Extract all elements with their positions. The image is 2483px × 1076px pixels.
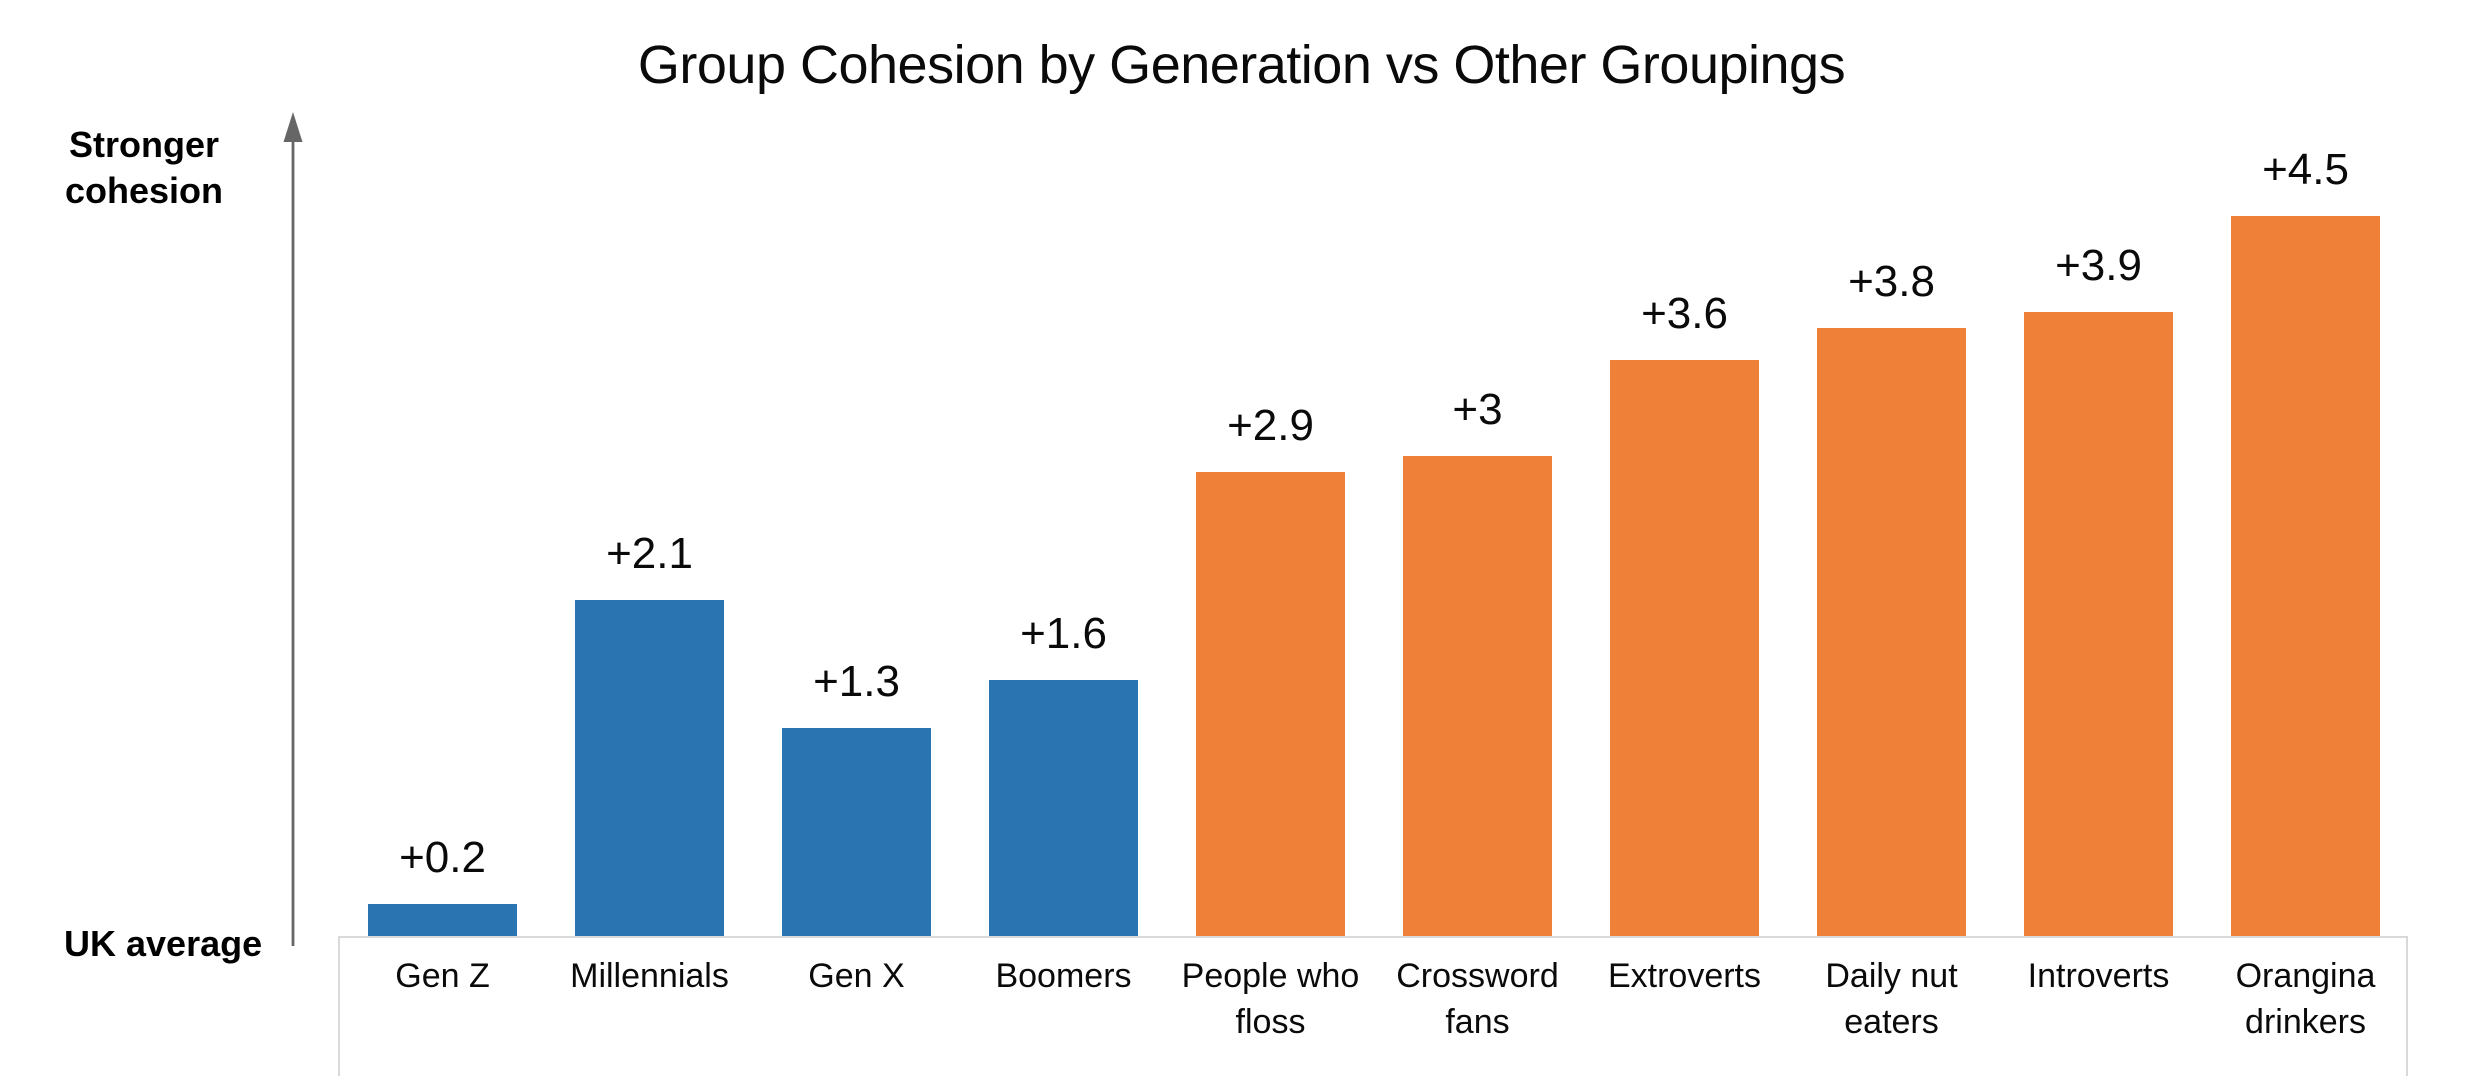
y-axis-direction-label: Stronger cohesion	[64, 124, 224, 212]
bar-boomers	[989, 680, 1138, 936]
x-axis-category-label-people-who-floss: People who floss	[1181, 957, 1360, 1041]
x-axis-category-label-extroverts: Extroverts	[1607, 957, 1762, 995]
bar-value-label-daily-nut-eaters: +3.8	[1848, 257, 1935, 306]
x-axis-category-label-gen-x: Gen X	[808, 957, 905, 995]
bar-orangina-drinkers	[2231, 216, 2380, 936]
x-axis-category-label-boomers: Boomers	[995, 957, 1132, 995]
bar-gen-x	[782, 728, 931, 936]
bar-introverts	[2024, 312, 2173, 936]
x-axis-category-label-orangina-drinkers: Orangina drinkers	[2235, 957, 2376, 1041]
y-axis-baseline-label: UK average	[64, 923, 263, 964]
bar-crossword-fans	[1403, 456, 1552, 936]
x-axis-category-label-gen-z: Gen Z	[395, 957, 490, 995]
x-axis-category-box	[338, 936, 2408, 1076]
bar-value-label-gen-x: +1.3	[813, 657, 900, 706]
bar-people-who-floss	[1196, 472, 1345, 936]
bar-value-label-people-who-floss: +2.9	[1227, 401, 1314, 450]
bar-value-label-extroverts: +3.6	[1641, 289, 1728, 338]
bar-value-label-crossword-fans: +3	[1452, 385, 1503, 434]
bar-value-label-orangina-drinkers: +4.5	[2262, 145, 2349, 194]
bar-extroverts	[1610, 360, 1759, 936]
x-axis-category-label-daily-nut-eaters: Daily nut eaters	[1825, 957, 1958, 1041]
bar-daily-nut-eaters	[1817, 328, 1966, 936]
x-axis-category-label-introverts: Introverts	[2027, 957, 2170, 995]
bar-millennials	[575, 600, 724, 936]
bar-value-label-millennials: +2.1	[606, 529, 693, 578]
bar-value-label-introverts: +3.9	[2055, 241, 2142, 290]
bar-value-label-boomers: +1.6	[1020, 609, 1107, 658]
bar-gen-z	[368, 904, 517, 936]
chart-title: Group Cohesion by Generation vs Other Gr…	[637, 35, 1846, 95]
x-axis-category-label-crossword-fans: Crossword fans	[1396, 957, 1559, 1041]
x-axis-category-label-millennials: Millennials	[570, 957, 729, 995]
y-axis-arrow-icon	[283, 112, 303, 946]
bar-value-label-gen-z: +0.2	[399, 833, 486, 882]
